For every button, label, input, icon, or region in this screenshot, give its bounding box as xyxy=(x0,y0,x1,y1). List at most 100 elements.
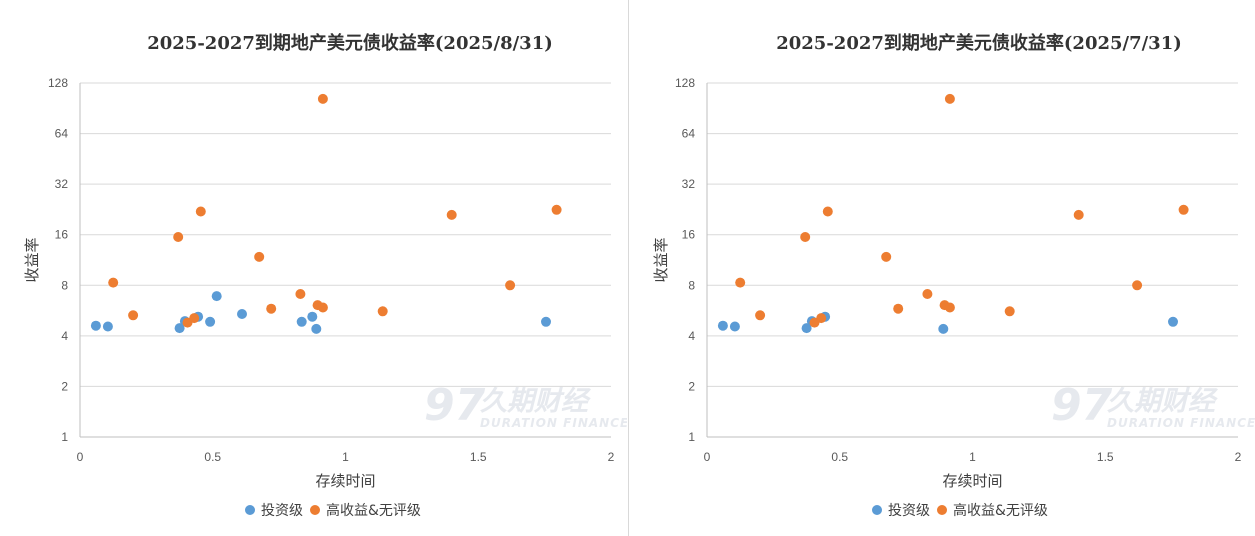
x-axis-label: 存续时间 xyxy=(942,472,1002,490)
y-tick-label: 16 xyxy=(682,228,696,242)
point-investment-grade xyxy=(237,309,247,319)
point-high-yield xyxy=(800,232,811,242)
point-high-yield xyxy=(922,289,933,299)
point-investment-grade xyxy=(90,320,101,331)
point-high-yield xyxy=(189,313,200,324)
x-tick-label: 1.5 xyxy=(470,450,487,464)
x-axis-label: 存续时间 xyxy=(315,472,375,490)
point-high-yield xyxy=(195,206,206,217)
point-investment-grade xyxy=(296,316,307,327)
point-high-yield xyxy=(108,277,119,288)
legend-label: 投资级 xyxy=(888,503,930,519)
point-investment-grade xyxy=(174,323,185,334)
point-high-yield xyxy=(446,209,457,220)
point-high-yield xyxy=(317,93,328,104)
point-high-yield xyxy=(944,302,955,313)
legend-marker xyxy=(245,505,255,515)
point-high-yield xyxy=(377,306,388,317)
legend-marker xyxy=(310,505,320,515)
point-investment-grade xyxy=(102,321,113,332)
point-high-yield xyxy=(944,93,955,104)
y-tick-label: 4 xyxy=(688,329,695,343)
y-tick-label: 8 xyxy=(688,278,695,292)
point-high-yield xyxy=(881,251,892,262)
x-tick-label: 2 xyxy=(1235,450,1242,464)
watermark-tagline: DURATION FINANCE xyxy=(1107,416,1255,430)
point-high-yield xyxy=(266,303,277,314)
legend-label: 投资级 xyxy=(261,503,303,519)
point-high-yield xyxy=(1004,306,1015,317)
y-tick-label: 2 xyxy=(61,379,68,393)
x-tick-label: 1 xyxy=(969,450,976,464)
point-investment-grade xyxy=(205,316,216,327)
point-high-yield xyxy=(1132,280,1143,291)
point-high-yield xyxy=(505,280,516,291)
point-investment-grade xyxy=(1168,316,1178,327)
legend-item: 投资级 xyxy=(872,503,930,519)
x-tick-label: 2 xyxy=(608,450,615,464)
y-tick-label: 128 xyxy=(48,76,68,90)
chart-title: 2025-2027到期地产美元债收益率(2025/7/31) xyxy=(776,32,1182,54)
point-investment-grade xyxy=(729,321,740,332)
y-tick-label: 2 xyxy=(688,379,695,393)
legend-marker xyxy=(937,505,947,515)
point-high-yield xyxy=(1073,209,1084,220)
watermark-tagline: DURATION FINANCE xyxy=(480,416,627,430)
legend-label: 高收益&无评级 xyxy=(326,502,421,519)
legend-item: 投资级 xyxy=(245,503,303,519)
y-tick-label: 1 xyxy=(61,430,68,444)
chart-title: 2025-2027到期地产美元债收益率(2025/8/31) xyxy=(147,32,553,54)
point-high-yield xyxy=(816,313,827,324)
y-tick-label: 1 xyxy=(688,430,695,444)
y-tick-label: 16 xyxy=(55,228,69,242)
point-high-yield xyxy=(551,204,562,215)
y-tick-label: 64 xyxy=(682,127,696,141)
legend-item: 高收益&无评级 xyxy=(937,502,1048,519)
point-investment-grade xyxy=(717,320,728,331)
x-tick-label: 0.5 xyxy=(831,450,848,464)
point-high-yield xyxy=(755,310,766,321)
point-investment-grade xyxy=(311,323,322,334)
point-high-yield xyxy=(1178,204,1189,215)
point-high-yield xyxy=(317,302,328,313)
point-high-yield xyxy=(173,232,184,242)
y-tick-label: 128 xyxy=(675,76,695,90)
legend: 投资级 高收益&无评级 xyxy=(872,502,1048,519)
point-investment-grade xyxy=(938,323,949,334)
legend: 投资级 高收益&无评级 xyxy=(245,502,421,519)
point-investment-grade xyxy=(211,291,222,302)
x-tick-label: 1.5 xyxy=(1097,450,1114,464)
point-investment-grade xyxy=(801,323,812,334)
watermark-name: 久期财经 xyxy=(480,386,591,417)
x-tick-label: 0 xyxy=(704,450,711,464)
point-high-yield xyxy=(128,310,139,321)
y-tick-label: 64 xyxy=(55,127,69,141)
y-tick-label: 32 xyxy=(55,177,69,191)
x-tick-label: 0.5 xyxy=(204,450,221,464)
y-axis-label: 收益率 xyxy=(23,237,41,282)
point-high-yield xyxy=(822,206,833,217)
chart-panel-aug: 97 久期财经 DURATION FINANCE 2025-2027到期地产美元债收益… xyxy=(23,32,627,519)
point-high-yield xyxy=(893,303,904,314)
point-high-yield xyxy=(295,289,306,299)
point-investment-grade xyxy=(307,311,318,322)
legend-marker xyxy=(872,505,882,515)
x-tick-label: 0 xyxy=(77,450,84,464)
y-tick-label: 8 xyxy=(61,278,68,292)
y-tick-label: 32 xyxy=(682,177,696,191)
chart-panel-jul: 97 久期财经 DURATION FINANCE 2025-2027到期地产美元债收益… xyxy=(628,0,1255,536)
legend-item: 高收益&无评级 xyxy=(310,502,421,519)
point-investment-grade xyxy=(541,316,551,327)
y-axis-label: 收益率 xyxy=(652,237,670,282)
legend-label: 高收益&无评级 xyxy=(953,502,1048,519)
point-high-yield xyxy=(254,251,265,262)
watermark-logo: 97 xyxy=(1051,380,1113,431)
watermark-logo: 97 xyxy=(424,380,486,431)
y-tick-label: 4 xyxy=(61,329,68,343)
point-high-yield xyxy=(735,277,746,288)
x-tick-label: 1 xyxy=(342,450,349,464)
